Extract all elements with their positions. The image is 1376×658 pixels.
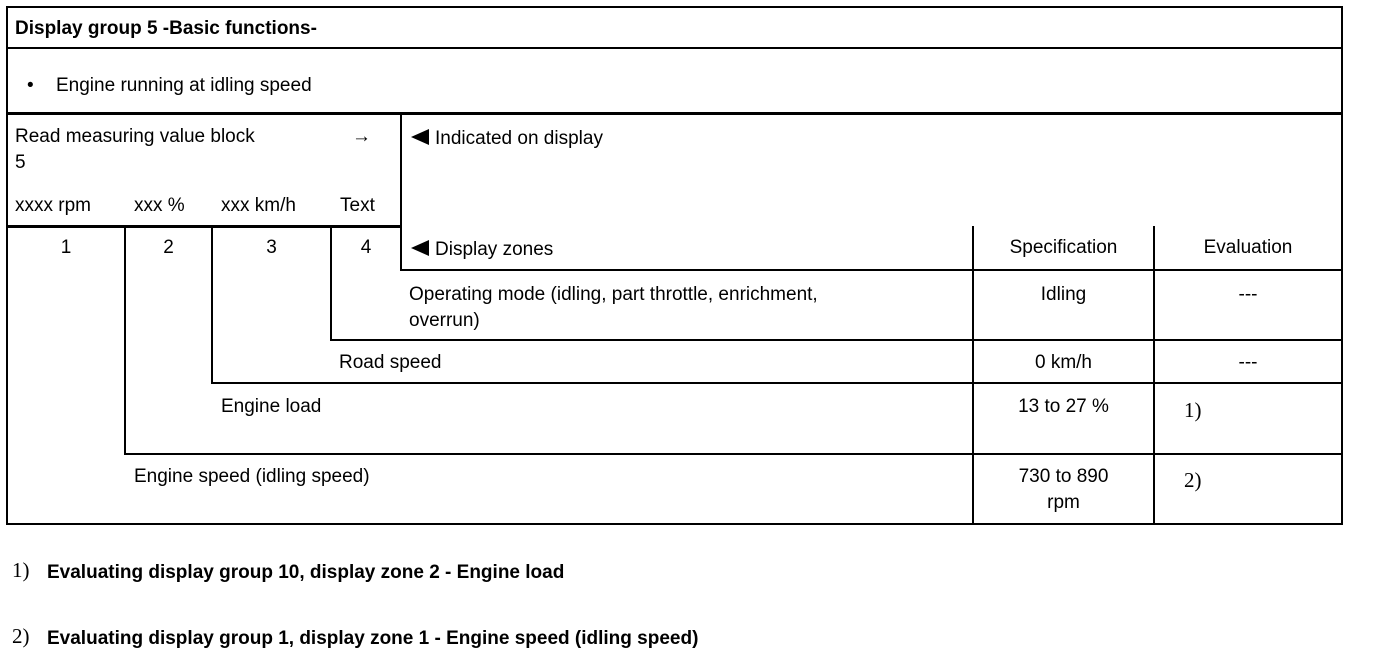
row-operating-mode-eval: ---: [1238, 284, 1258, 305]
zone-line-4: [330, 226, 332, 341]
zone-line-2: [124, 226, 126, 455]
divider: [400, 112, 402, 271]
border: [6, 523, 1343, 525]
border: [1341, 6, 1343, 525]
zone-line-3: [211, 226, 213, 384]
row-operating-mode-label: Operating mode (idling, part throttle, e…: [409, 284, 818, 305]
row-engine-speed-eval: 2): [1184, 468, 1202, 492]
zone-number-2: 2: [163, 237, 174, 258]
footnote-marker: 1): [12, 558, 30, 582]
row-operating-mode-label-cont: overrun): [409, 310, 480, 331]
row-road-speed-label: Road speed: [339, 352, 442, 373]
display-zones-header: Display zones: [435, 239, 554, 260]
divider: [6, 47, 1343, 49]
divider: [400, 269, 1343, 271]
divider: [211, 382, 1343, 384]
border: [6, 6, 1343, 8]
footnote-text: Evaluating display group 1, display zone…: [47, 628, 699, 649]
row-road-speed-spec: 0 km/h: [1034, 352, 1093, 373]
specification-header: Specification: [1009, 237, 1118, 258]
divider: [6, 112, 1343, 115]
pointer-left-icon: [411, 129, 429, 145]
row-engine-load-spec: 13 to 27 %: [1018, 396, 1109, 417]
unit-percent: xxx %: [134, 195, 185, 216]
bullet: •: [27, 75, 34, 96]
footnote-text: Evaluating display group 10, display zon…: [47, 562, 565, 583]
divider: [124, 453, 1343, 455]
divider: [1153, 226, 1155, 524]
zone-number-1: 1: [60, 237, 72, 258]
read-block-label: Read measuring value block: [15, 126, 255, 147]
evaluation-header: Evaluation: [1203, 237, 1293, 258]
block-number: 5: [15, 152, 26, 173]
divider: [972, 226, 974, 524]
footnote-marker: 2): [12, 624, 30, 648]
row-engine-speed-spec-unit: rpm: [1047, 492, 1080, 513]
border: [6, 6, 8, 525]
zone-number-3: 3: [266, 237, 277, 258]
row-engine-speed-spec: 730 to 890: [1018, 466, 1109, 487]
row-operating-mode-spec: Idling: [1040, 284, 1087, 305]
table-title: Display group 5 -Basic functions-: [15, 18, 317, 39]
unit-rpm: xxxx rpm: [15, 195, 91, 216]
row-engine-speed-label: Engine speed (idling speed): [134, 466, 370, 487]
divider: [330, 339, 1343, 341]
indicated-on-display: Indicated on display: [435, 128, 603, 149]
divider: [6, 225, 402, 228]
condition-text: Engine running at idling speed: [56, 75, 312, 96]
row-road-speed-eval: ---: [1238, 352, 1258, 373]
unit-text: Text: [340, 195, 375, 216]
pointer-left-icon: [411, 240, 429, 256]
row-engine-load-eval: 1): [1184, 398, 1202, 422]
row-engine-load-label: Engine load: [221, 396, 322, 417]
zone-number-4: 4: [360, 237, 372, 258]
arrow-right-icon: →: [352, 126, 371, 147]
unit-kmh: xxx km/h: [221, 195, 296, 216]
